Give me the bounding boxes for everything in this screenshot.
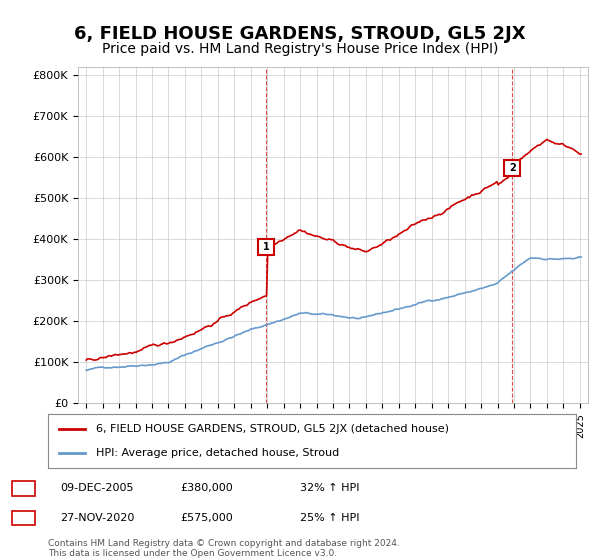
Text: 25% ↑ HPI: 25% ↑ HPI <box>300 513 359 523</box>
FancyBboxPatch shape <box>12 481 35 496</box>
Text: Contains HM Land Registry data © Crown copyright and database right 2024.
This d: Contains HM Land Registry data © Crown c… <box>48 539 400 558</box>
Text: 2: 2 <box>509 162 515 172</box>
Text: £575,000: £575,000 <box>180 513 233 523</box>
Text: 6, FIELD HOUSE GARDENS, STROUD, GL5 2JX (detached house): 6, FIELD HOUSE GARDENS, STROUD, GL5 2JX … <box>95 424 449 435</box>
FancyBboxPatch shape <box>12 511 35 525</box>
Text: 1: 1 <box>263 242 269 253</box>
Text: HPI: Average price, detached house, Stroud: HPI: Average price, detached house, Stro… <box>95 447 339 458</box>
Text: 32% ↑ HPI: 32% ↑ HPI <box>300 483 359 493</box>
Text: 2: 2 <box>20 513 27 523</box>
Text: 09-DEC-2005: 09-DEC-2005 <box>60 483 133 493</box>
Text: 27-NOV-2020: 27-NOV-2020 <box>60 513 134 523</box>
Text: Price paid vs. HM Land Registry's House Price Index (HPI): Price paid vs. HM Land Registry's House … <box>102 42 498 56</box>
Text: 6, FIELD HOUSE GARDENS, STROUD, GL5 2JX: 6, FIELD HOUSE GARDENS, STROUD, GL5 2JX <box>74 25 526 43</box>
Text: £380,000: £380,000 <box>180 483 233 493</box>
Text: 1: 1 <box>20 483 27 493</box>
